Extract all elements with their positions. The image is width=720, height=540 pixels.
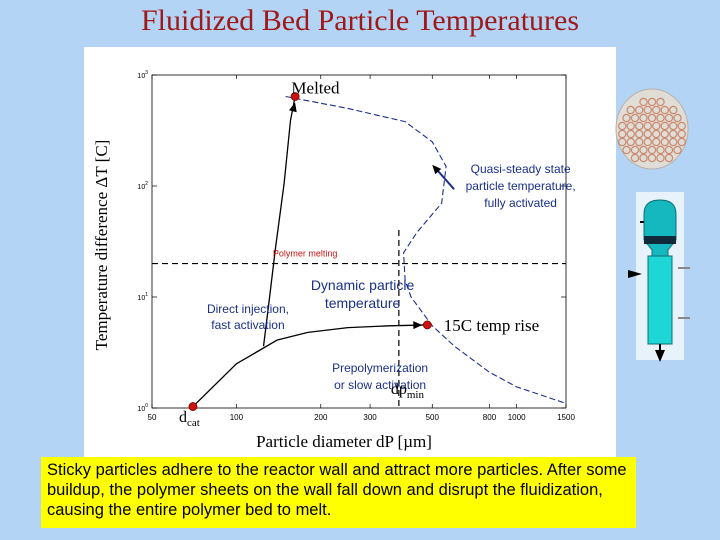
x-tick-label: 300 [363,413,377,422]
particle-dot [639,113,648,123]
data-point-marker [188,402,198,411]
series-line-0 [285,95,567,404]
particle-dot [660,105,669,115]
particle-dot [656,153,665,163]
particle-dot [673,145,682,155]
particle-dot [664,153,674,163]
particle-dot [626,121,635,131]
particle-dot [656,113,665,123]
reactor-icon [628,192,690,362]
dynamic-temp-label: Dynamic particle temperature [311,277,415,311]
x-tick-label: 800 [483,413,497,422]
particle-dot [626,137,635,147]
particle-dot [626,129,635,139]
particle-dot [652,105,661,115]
x-tick-label: 1000 [508,413,526,422]
particle-dot [669,121,678,131]
particle-dot [630,113,640,123]
y-tick-label: 101 [137,292,148,302]
particle-dot [647,145,657,155]
temperature-chart: 50 100 200 300 500 800 1000 1500100101102103Mel… [137,70,576,451]
arrowhead [288,102,297,113]
data-point-marker [422,320,432,330]
particle-dot [660,137,669,147]
x-tick-label: 50 [148,413,157,422]
quasi-steady-label: Quasi-steady state particle temperature, f… [466,162,576,210]
slide-title: Fluidized Bed Particle Temperatures [140,4,580,37]
melted-label: Melted [291,79,340,98]
x-tick-label: 1500 [557,413,575,422]
particle-dot [618,137,627,147]
particle-dot [635,121,644,131]
particle-dot [656,145,665,155]
particle-dot [635,137,644,147]
particle-cluster-icon [615,88,689,170]
polymer-melting-label: Polymer melting [273,249,338,259]
particle-dot [643,105,652,115]
series-line-1 [192,324,428,408]
arrowhead [413,321,423,330]
particle-dot [677,129,686,139]
particle-dot [647,153,657,163]
particle-dot [669,137,678,147]
particle-dot [677,137,686,147]
particle-dot [626,105,635,115]
particle-dot [635,105,644,115]
plot-panel: 50 100 200 300 500 800 1000 1500 100 101 102 103 Mel… [84,47,616,460]
particle-dot [647,97,657,107]
prepolymerization-label: Prepolymerization or slow activation [332,361,428,392]
y-tick-label: 100 [137,403,148,413]
temp-rise-label: 15C temp rise [444,316,539,335]
particle-dot [660,121,669,131]
particle-dot [660,129,669,139]
y-tick-label: 102 [137,181,148,191]
particle-dot [647,113,657,123]
particle-dot [618,129,627,139]
d-cat-label: dcat [179,409,200,429]
particle-dot [643,121,652,131]
particle-dot [652,121,661,131]
particle-dot [652,137,661,147]
particle-dot [639,153,648,163]
particle-dot [639,97,648,107]
x-tick-label: 200 [314,413,328,422]
particle-dot [618,121,627,131]
dp-min-label: dpmin [391,381,425,401]
particle-dot [643,137,652,147]
particle-dot [664,145,674,155]
particle-dot [669,129,678,139]
particle-dot [669,105,678,115]
particle-dot [630,153,640,163]
particle-dot [622,145,631,155]
y-axis-label: Temperature difference ΔT [C] [92,139,111,351]
particle-dot [656,97,665,107]
x-tick-label: 500 [426,413,440,422]
particle-dot [639,145,648,155]
particle-dot [643,129,652,139]
particle-dot [630,145,640,155]
x-tick-label: 100 [230,413,244,422]
explanation-note: Sticky particles adhere to the reactor w… [41,457,636,528]
particle-dot [635,129,644,139]
series-line-2 [262,96,296,347]
particle-dot [664,113,674,123]
y-tick-label: 103 [137,70,148,80]
particle-dot [673,113,682,123]
data-point-marker [290,92,300,101]
particle-dot [622,113,631,123]
x-axis-label: Particle diameter dP [µm] [256,432,432,451]
direct-injection-label: Direct injection, fast activation [207,302,289,332]
quasi-arrowhead [432,164,442,175]
particle-dot [677,121,686,131]
plot-frame [151,74,567,409]
particle-dot [652,129,661,139]
